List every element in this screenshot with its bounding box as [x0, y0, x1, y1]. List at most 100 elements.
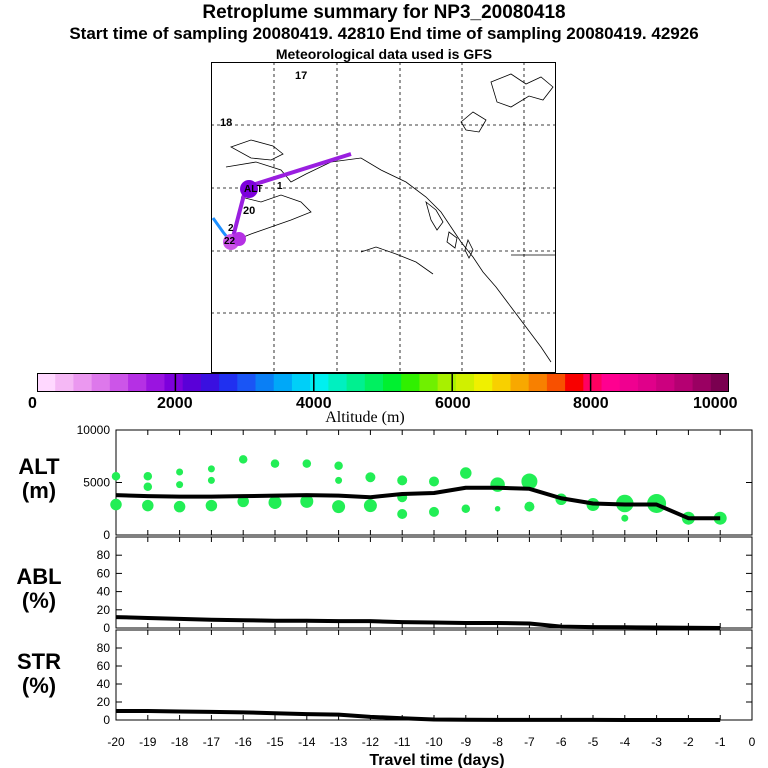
x-tick-label: -18	[171, 735, 189, 749]
altitude-dot	[205, 499, 218, 512]
plume-map: 17 18 20 2 1 22 ALT	[211, 62, 556, 373]
day-label-17: 17	[295, 70, 307, 82]
day-label-22: 22	[224, 236, 236, 247]
coastlines	[225, 73, 556, 363]
y-tick-label: 60	[97, 566, 111, 580]
y-tick-label: 5000	[83, 476, 110, 490]
altitude-dot	[237, 495, 249, 508]
colorbar-cell	[637, 373, 657, 392]
chart-title: Retroplume summary for NP3_20080418	[202, 2, 566, 23]
altitude-dot	[365, 472, 376, 483]
colorbar-cell	[255, 373, 275, 392]
x-tick-label: -9	[460, 735, 471, 749]
y-tick-label: 0	[103, 713, 110, 727]
altitude-dot	[335, 476, 343, 484]
altitude-dot	[207, 465, 215, 473]
colorbar-cell	[437, 373, 457, 392]
colorbar-cell	[182, 373, 202, 392]
colorbar-tick-4000: 4000	[296, 395, 332, 412]
y-tick-label: 80	[97, 641, 111, 655]
x-tick-label: -2	[683, 735, 694, 749]
altitude-dot	[524, 501, 535, 512]
altitude-dot	[143, 471, 153, 481]
colorbar-cell	[328, 373, 348, 392]
day-label-18: 18	[220, 117, 232, 129]
altitude-dot	[332, 500, 346, 514]
colorbar-cell	[528, 373, 548, 392]
altitude-dot	[207, 476, 215, 484]
colorbar-cell	[55, 373, 74, 392]
altitude-dot	[111, 471, 121, 481]
x-tick-label: -7	[524, 735, 535, 749]
colorbar-cell	[73, 373, 93, 392]
x-tick-label: -10	[425, 735, 443, 749]
x-tick-label: -14	[298, 735, 316, 749]
altitude-dot	[460, 467, 472, 479]
x-tick-label: -16	[235, 735, 253, 749]
colorbar-axis-label: Altitude (m)	[325, 409, 405, 426]
altitude-dot	[461, 504, 471, 513]
map-frame	[211, 62, 556, 373]
colorbar-cell	[510, 373, 530, 392]
altitude-dot	[494, 506, 501, 512]
colorbar-tick-6000: 6000	[435, 395, 471, 412]
x-tick-label: -8	[492, 735, 503, 749]
panel-frame	[115, 536, 753, 629]
altitude-dot	[300, 494, 314, 508]
x-tick-label: -20	[107, 735, 125, 749]
day-label-2: 2	[228, 223, 234, 234]
altitude-dot	[142, 499, 154, 512]
colorbar-cell	[364, 373, 384, 392]
colorbar-cell	[346, 373, 366, 392]
altitude-dot	[173, 500, 186, 513]
altitude-dot	[238, 455, 248, 464]
colorbar-cell	[146, 373, 165, 392]
x-axis-label: Travel time (days)	[369, 752, 504, 768]
colorbar-cell	[565, 373, 584, 392]
y-tick-label: 80	[97, 548, 111, 562]
altitude-dot	[429, 476, 439, 487]
day-label-1: 1	[277, 181, 283, 192]
altitude-dot	[397, 475, 408, 486]
altitude-dot	[110, 498, 122, 511]
altitude-dot	[363, 499, 377, 513]
colorbar-cell	[583, 373, 603, 392]
colorbar-cell	[37, 373, 56, 392]
colorbar-cell	[310, 373, 329, 392]
x-tick-label: -17	[203, 735, 221, 749]
colorbar-tick-8000: 8000	[573, 395, 609, 412]
sampling-time-subtitle: Start time of sampling 20080419. 42810 E…	[69, 24, 699, 43]
altitude-dot	[334, 461, 343, 470]
y-tick-label: 0	[103, 621, 110, 635]
map-grid	[211, 62, 556, 373]
plume-marker-mid	[232, 232, 246, 246]
x-tick-label: -5	[588, 735, 599, 749]
colorbar-cell	[273, 373, 293, 392]
colorbar-cell	[200, 373, 220, 392]
altitude-dot	[521, 473, 538, 490]
plume-marker-large	[240, 180, 258, 198]
x-tick-label: 0	[749, 735, 756, 749]
altitude-dot	[302, 459, 312, 468]
colorbar-cell	[692, 373, 712, 392]
y-tick-label: 40	[97, 677, 111, 691]
str-panel-label: STR (%)	[17, 649, 61, 698]
colorbar-cell	[492, 373, 511, 392]
x-tick-label: -3	[651, 735, 662, 749]
colorbar-cell	[383, 373, 402, 392]
colorbar-cell	[474, 373, 493, 392]
series-line	[115, 615, 721, 630]
altitude-dot	[143, 482, 153, 491]
colorbar-cell	[91, 373, 111, 392]
colorbar-cell	[546, 373, 566, 392]
y-tick-label: 20	[97, 695, 111, 709]
x-tick-label: -12	[362, 735, 380, 749]
x-tick-label: -15	[266, 735, 284, 749]
colorbar-cell	[619, 373, 639, 392]
altitude-colorbar	[37, 373, 729, 392]
colorbar-cell	[656, 373, 675, 392]
y-tick-label: 10000	[77, 423, 111, 437]
altitude-dot	[429, 506, 439, 517]
y-tick-label: 60	[97, 659, 111, 673]
